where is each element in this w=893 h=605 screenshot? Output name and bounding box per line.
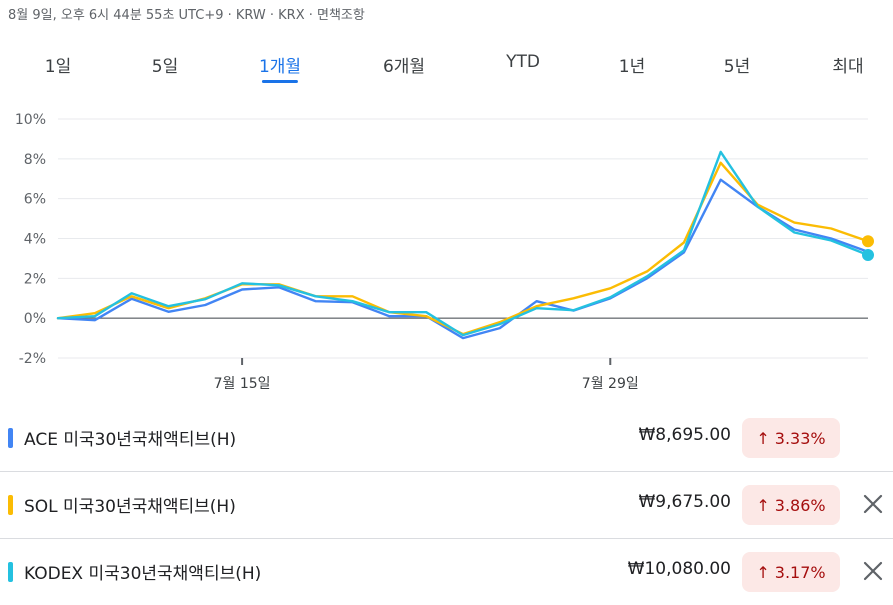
list-item-ace[interactable]: ACE 미국30년국채액티브(H) ₩8,695.00 ↑ 3.33% (0, 405, 893, 472)
y-axis-labels: 10% 8% 6% 4% 2% 0% -2% (15, 112, 46, 367)
y-tick-label: 0% (24, 311, 46, 327)
chart-series (56, 150, 870, 340)
close-icon[interactable] (860, 491, 886, 517)
tab-label: 6개월 (382, 57, 426, 77)
chart-grid (58, 118, 868, 359)
arrow-up-icon: ↑ (756, 562, 770, 582)
x-tick-label: 7월 15일 (214, 376, 271, 392)
change-badge: ↑ 3.86% (742, 485, 840, 525)
series-line-2 (56, 150, 870, 337)
series-endpoint-2 (862, 249, 874, 262)
list-item-sol[interactable]: SOL 미국30년국채액티브(H) ₩9,675.00 ↑ 3.86% (0, 472, 893, 539)
tab-1m[interactable]: 1개월 (259, 52, 301, 83)
series-color-swatch (8, 428, 13, 448)
tab-ytd[interactable]: YTD (506, 52, 540, 78)
security-name: KODEX 미국30년국채액티브(H) (24, 564, 262, 584)
chart-endpoints (862, 235, 874, 262)
chart-timestamp: 8월 9일, 오후 6시 44분 55초 UTC+9 · KRW · KRX ·… (8, 8, 365, 23)
comparison-line-chart[interactable]: 10% 8% 6% 4% 2% 0% -2% 7월 15일 7월 29일 (0, 100, 893, 400)
change-badge: ↑ 3.17% (742, 552, 840, 592)
x-tick-label: 7월 29일 (582, 376, 639, 392)
x-axis-labels: 7월 15일 7월 29일 (214, 358, 639, 392)
list-item-kodex[interactable]: KODEX 미국30년국채액티브(H) ₩10,080.00 ↑ 3.17% (0, 539, 893, 605)
y-tick-label: -2% (19, 351, 46, 367)
active-tab-indicator (261, 80, 299, 83)
tab-label: 1일 (44, 57, 72, 77)
series-endpoint-1 (862, 235, 874, 248)
change-value: 3.33% (774, 428, 826, 448)
change-value: 3.86% (774, 495, 826, 515)
tab-label: YTD (506, 52, 540, 72)
security-price: ₩8,695.00 (638, 425, 731, 445)
tab-5d[interactable]: 5일 (152, 52, 178, 83)
tab-label: 5일 (151, 57, 179, 77)
tab-label: 1년 (618, 57, 646, 77)
tab-max[interactable]: 최대 (832, 52, 863, 83)
tab-5y[interactable]: 5년 (724, 52, 750, 83)
tab-label: 1개월 (258, 57, 302, 77)
series-color-swatch (8, 562, 13, 582)
range-tabs: 1일 5일 1개월 6개월 YTD 1년 5년 최대 (0, 48, 893, 88)
arrow-up-icon: ↑ (756, 428, 770, 448)
security-price: ₩10,080.00 (627, 559, 731, 579)
change-value: 3.17% (774, 562, 826, 582)
tab-1d[interactable]: 1일 (45, 52, 71, 83)
tab-label: 5년 (723, 57, 751, 77)
comparison-list: ACE 미국30년국채액티브(H) ₩8,695.00 ↑ 3.33% SOL … (0, 405, 893, 605)
security-price: ₩9,675.00 (638, 492, 731, 512)
series-line-0 (56, 178, 870, 340)
y-tick-label: 10% (15, 112, 46, 128)
arrow-up-icon: ↑ (756, 495, 770, 515)
change-badge: ↑ 3.33% (742, 418, 840, 458)
y-tick-label: 2% (24, 271, 46, 287)
y-tick-label: 8% (24, 152, 46, 168)
security-name: ACE 미국30년국채액티브(H) (24, 430, 237, 450)
tab-label: 최대 (832, 57, 864, 77)
y-tick-label: 4% (24, 232, 46, 248)
series-color-swatch (8, 495, 13, 515)
security-name: SOL 미국30년국채액티브(H) (24, 497, 236, 517)
tab-1y[interactable]: 1년 (619, 52, 645, 83)
y-tick-label: 6% (24, 192, 46, 208)
tab-6m[interactable]: 6개월 (383, 52, 425, 83)
close-icon[interactable] (860, 558, 886, 584)
